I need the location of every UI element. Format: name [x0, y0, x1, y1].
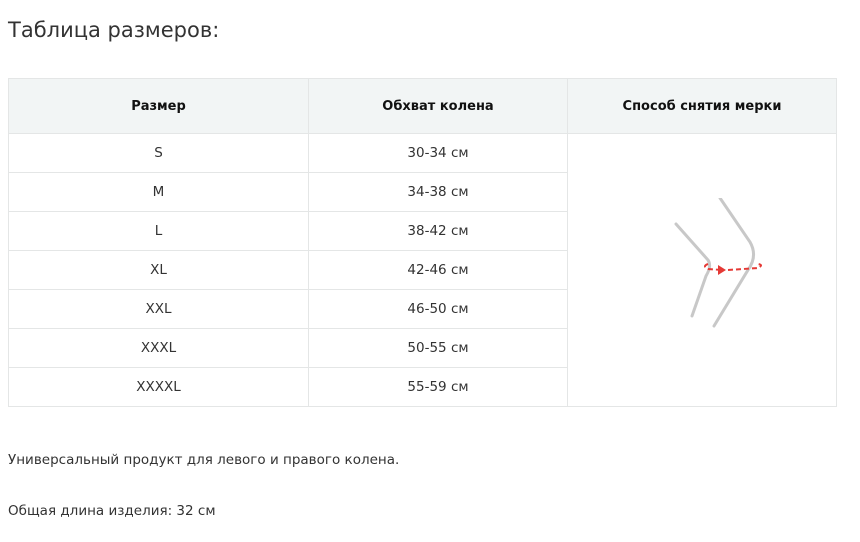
girth-cell: 38-42 см — [308, 211, 568, 251]
girth-cell: 34-38 см — [308, 172, 568, 212]
size-cell: L — [8, 211, 309, 251]
girth-cell: 46-50 см — [308, 289, 568, 329]
size-cell: XXXL — [8, 328, 309, 368]
size-table: Размер Обхват колена Способ снятия мерки… — [8, 78, 837, 407]
header-measure-method: Способ снятия мерки — [567, 78, 837, 134]
girth-cell: 50-55 см — [308, 328, 568, 368]
illustration-cell — [567, 133, 837, 407]
table-row: L 38-42 см — [8, 211, 837, 251]
size-cell: XL — [8, 250, 309, 290]
girth-cell: 42-46 см — [308, 250, 568, 290]
table-row: XXL 46-50 см — [8, 289, 837, 329]
size-cell: S — [8, 133, 309, 173]
table-row: XXXXL 55-59 см — [8, 367, 837, 407]
table-header: Размер Обхват колена Способ снятия мерки — [8, 78, 837, 134]
size-cell: XXXXL — [8, 367, 309, 407]
table-row: S 30-34 см — [8, 133, 837, 407]
note-length: Общая длина изделия: 32 см — [8, 503, 216, 519]
header-size: Размер — [8, 78, 309, 134]
table-row: M 34-38 см — [8, 172, 837, 212]
table-row: XXXL 50-55 см — [8, 328, 837, 368]
header-knee-girth: Обхват колена — [308, 78, 568, 134]
size-cell: XXL — [8, 289, 309, 329]
girth-cell: 30-34 см — [308, 133, 568, 173]
page-title: Таблица размеров: — [8, 18, 220, 42]
note-universal: Универсальный продукт для левого и право… — [8, 452, 400, 468]
knee-measurement-icon — [674, 196, 762, 328]
table-row: XL 42-46 см — [8, 250, 837, 290]
size-cell: M — [8, 172, 309, 212]
girth-cell: 55-59 см — [308, 367, 568, 407]
